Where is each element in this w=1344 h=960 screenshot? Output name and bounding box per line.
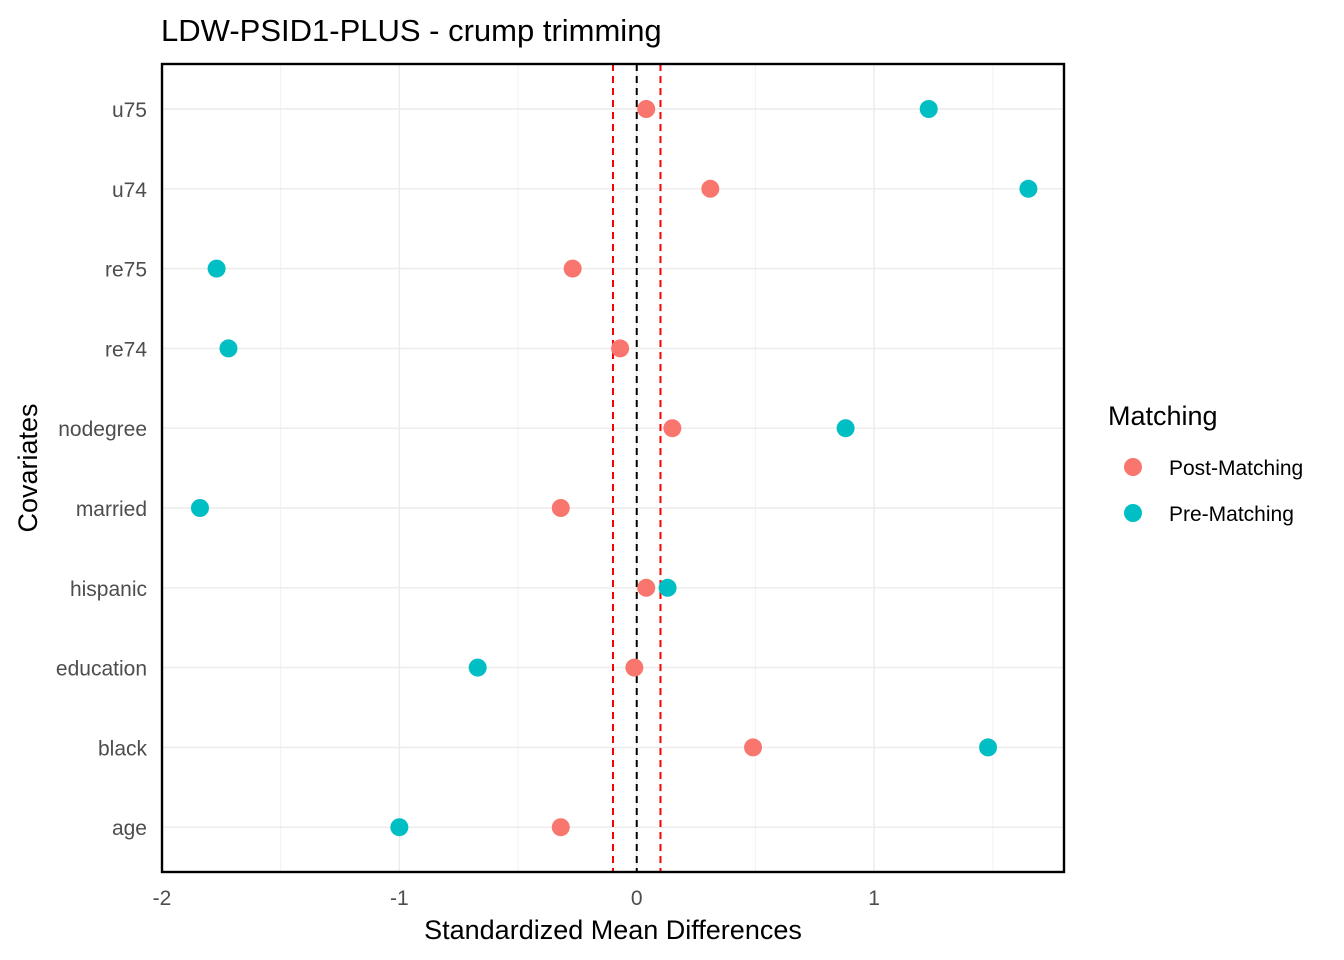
plot-panel-border (160, 62, 1066, 874)
data-point-post-matching (637, 100, 656, 118)
data-point-post-matching (663, 419, 682, 438)
x-axis-title: Standardized Mean Differences (424, 915, 802, 945)
legend-title: Matching (1108, 401, 1218, 431)
data-point-pre-matching (836, 419, 855, 438)
data-point-pre-matching (468, 658, 487, 677)
legend-key-post-matching (1124, 458, 1142, 476)
data-point-pre-matching (979, 738, 998, 757)
data-point-pre-matching (207, 259, 226, 278)
data-point-post-matching (563, 259, 582, 278)
y-axis-title: Covariates (13, 403, 43, 532)
x-tick-label: -1 (390, 887, 409, 910)
data-point-post-matching (701, 179, 720, 198)
data-point-pre-matching (1019, 179, 1038, 198)
x-tick-label: -2 (153, 887, 172, 910)
y-tick-label: married (76, 498, 147, 521)
y-tick-label: black (98, 737, 148, 760)
legend-label: Pre-Matching (1169, 503, 1294, 526)
x-axis-ticks: -2 -1 0 1 (153, 887, 880, 910)
y-tick-label: re74 (105, 338, 147, 361)
y-tick-label: u75 (112, 99, 147, 122)
data-point-post-matching (611, 339, 630, 358)
y-tick-label: re75 (105, 259, 147, 282)
reference-lines (612, 64, 662, 872)
data-points (190, 100, 1038, 837)
x-tick-label: 0 (631, 887, 643, 910)
data-point-pre-matching (658, 578, 677, 597)
legend-key-pre-matching (1124, 504, 1142, 522)
data-point-pre-matching (919, 100, 938, 118)
y-tick-label: age (112, 817, 147, 840)
y-axis-ticks: u75 u74 re75 re74 nodegree married hispanic edu… (56, 99, 148, 840)
data-point-pre-matching (390, 818, 409, 837)
data-point-post-matching (551, 818, 570, 837)
data-point-post-matching (637, 578, 656, 597)
data-point-post-matching (744, 738, 763, 757)
data-point-pre-matching (219, 339, 238, 358)
y-tick-label: hispanic (70, 578, 147, 601)
y-tick-label: nodegree (58, 418, 147, 441)
data-point-post-matching (551, 499, 570, 517)
x-tick-label: 1 (868, 887, 880, 910)
legend-label: Post-Matching (1169, 457, 1303, 480)
y-tick-label: education (56, 658, 147, 681)
legend: Matching Post-Matching Pre-Matching (1108, 401, 1303, 526)
y-tick-label: u74 (112, 179, 147, 202)
data-point-post-matching (625, 658, 644, 677)
data-point-pre-matching (190, 499, 209, 517)
chart-title: LDW-PSID1-PLUS - crump trimming (161, 13, 662, 48)
